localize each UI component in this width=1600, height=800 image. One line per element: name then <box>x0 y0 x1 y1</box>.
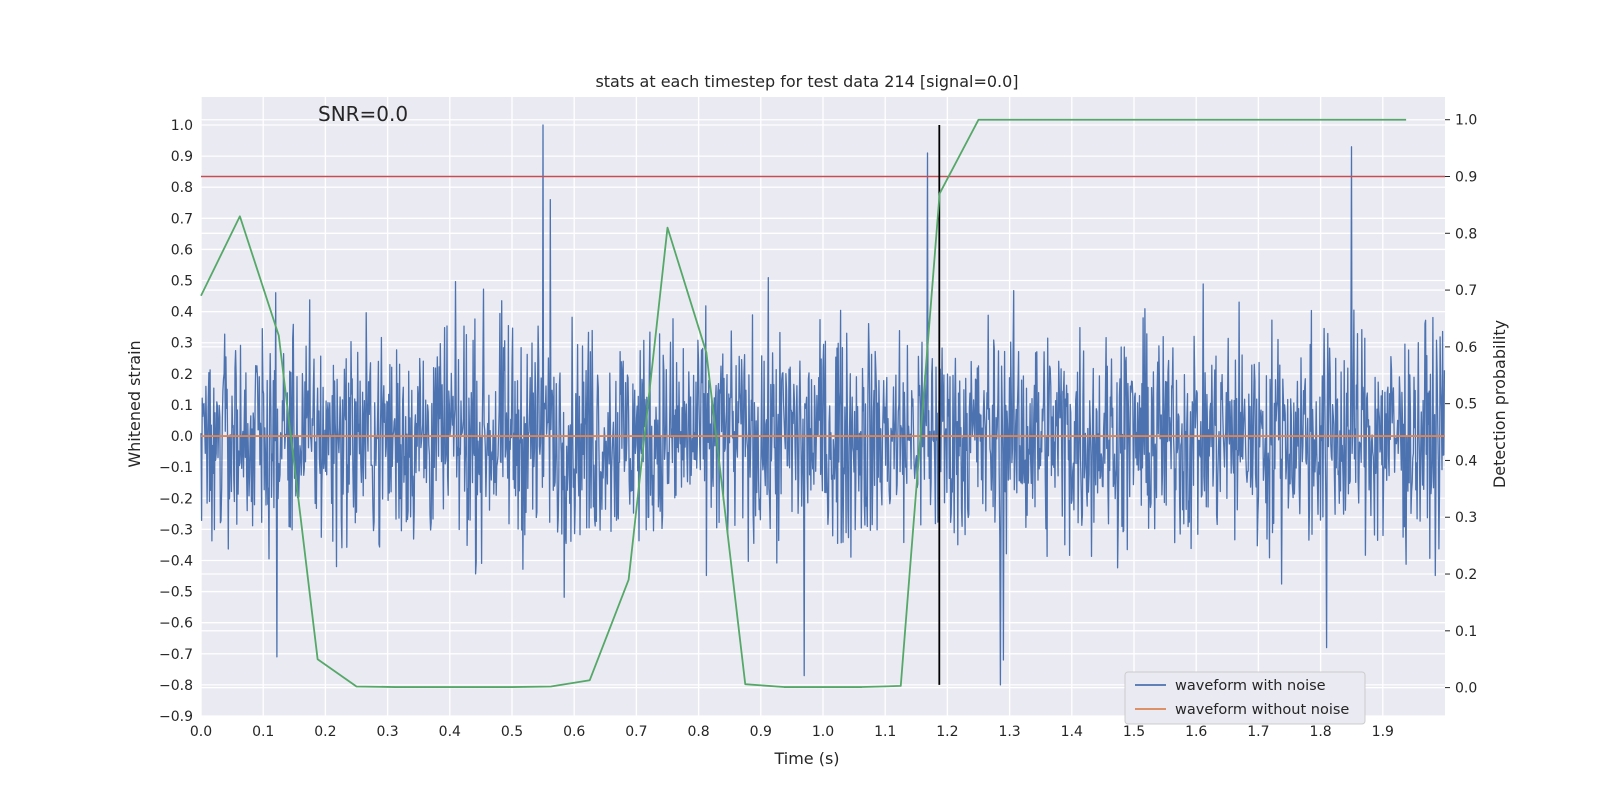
y-tick-label-left: 0.0 <box>171 429 193 445</box>
y-tick-label-right: 0.5 <box>1455 397 1477 413</box>
series-waveform-with-noise <box>200 124 1446 686</box>
y-tick-label-right: 0.4 <box>1455 453 1477 469</box>
y-tick-label-left: 0.2 <box>171 367 193 383</box>
x-tick-label: 1.4 <box>1061 724 1083 740</box>
y-tick-label-left: −0.4 <box>159 553 193 569</box>
x-axis-label: Time (s) <box>773 749 839 768</box>
x-tick-label: 0.6 <box>563 724 585 740</box>
y-tick-label-left: 1.0 <box>171 118 193 134</box>
legend-box <box>1124 671 1366 725</box>
x-tick-label: 1.9 <box>1372 724 1394 740</box>
y-axis-label-left: Whitened strain <box>125 340 144 467</box>
x-tick-label: 0.3 <box>376 724 398 740</box>
y-tick-label-right: 1.0 <box>1455 113 1477 129</box>
x-tick-label: 1.1 <box>874 724 896 740</box>
series-detection-probability <box>200 118 1407 688</box>
y-tick-label-right: 0.8 <box>1455 226 1477 242</box>
y-tick-label-left: −0.6 <box>159 616 193 632</box>
y-tick-label-left: 0.5 <box>171 274 193 290</box>
x-tick-label: 0.4 <box>439 724 461 740</box>
y-tick-label-left: −0.1 <box>159 460 193 476</box>
y-tick-label-right: 0.9 <box>1455 170 1477 186</box>
x-tick-label: 0.0 <box>190 724 212 740</box>
y-tick-label-right: 0.2 <box>1455 567 1477 583</box>
snr-annotation: SNR=0.0 <box>318 102 408 126</box>
x-tick-label: 1.0 <box>812 724 834 740</box>
x-tick-label: 1.6 <box>1185 724 1207 740</box>
y-tick-label-left: 0.1 <box>171 398 193 414</box>
legend-label-clean: waveform without noise <box>1175 702 1349 718</box>
y-tick-label-left: 0.4 <box>171 305 193 321</box>
y-tick-label-left: 0.8 <box>171 180 193 196</box>
x-tick-label: 0.9 <box>750 724 772 740</box>
y-tick-label-left: −0.3 <box>159 522 193 538</box>
x-tick-label: 0.7 <box>625 724 647 740</box>
y-tick-label-right: 0.7 <box>1455 283 1477 299</box>
chart-title: stats at each timestep for test data 214… <box>595 72 1018 91</box>
x-tick-label: 1.8 <box>1309 724 1331 740</box>
x-tick-label: 0.8 <box>687 724 709 740</box>
x-tick-label: 1.7 <box>1247 724 1269 740</box>
x-tick-label: 0.1 <box>252 724 274 740</box>
y-tick-label-left: −0.5 <box>159 585 193 601</box>
x-tick-label: 0.2 <box>314 724 336 740</box>
y-axis-label-right: Detection probability <box>1490 320 1509 488</box>
y-tick-label-left: −0.8 <box>159 678 193 694</box>
legend-label-noise: waveform with noise <box>1175 678 1326 694</box>
x-tick-label: 1.2 <box>936 724 958 740</box>
y-tick-label-right: 0.3 <box>1455 510 1477 526</box>
y-tick-label-right: 0.1 <box>1455 624 1477 640</box>
x-tick-label: 0.5 <box>501 724 523 740</box>
legend: waveform with noise waveform without noi… <box>1124 671 1366 725</box>
x-tick-label: 1.3 <box>998 724 1020 740</box>
x-tick-label: 1.5 <box>1123 724 1145 740</box>
y-tick-label-left: 0.3 <box>171 336 193 352</box>
y-tick-label-right: 0.0 <box>1455 681 1477 697</box>
y-tick-label-left: 0.7 <box>171 211 193 227</box>
y-tick-label-left: 0.9 <box>171 149 193 165</box>
y-tick-label-left: −0.9 <box>159 709 193 725</box>
y-tick-label-right: 0.6 <box>1455 340 1477 356</box>
y-tick-label-left: −0.2 <box>159 491 193 507</box>
y-tick-label-left: 0.6 <box>171 242 193 258</box>
y-tick-label-left: −0.7 <box>159 647 193 663</box>
